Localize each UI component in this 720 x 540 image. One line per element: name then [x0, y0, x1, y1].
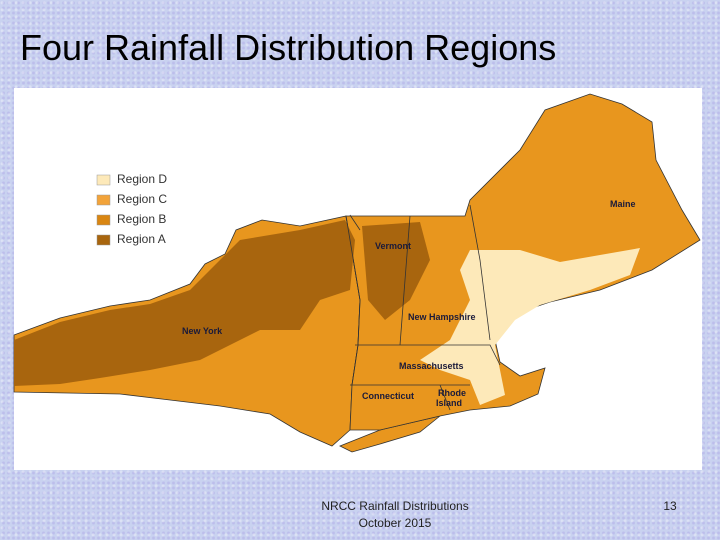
region-a-area — [14, 220, 355, 386]
legend-swatch — [96, 234, 111, 246]
state-label: Massachusetts — [399, 361, 464, 371]
legend-label: Region D — [117, 172, 167, 186]
map — [13, 93, 701, 453]
state-label: Vermont — [375, 241, 411, 251]
state-label: Rhode — [438, 388, 466, 398]
legend-swatch — [96, 174, 111, 186]
page-number: 13 — [663, 499, 677, 513]
footer-text: October 2015 — [359, 516, 432, 530]
legend-swatch — [96, 194, 111, 206]
legend-label: Region C — [117, 192, 167, 206]
region-a-area — [362, 222, 430, 320]
state-border — [345, 204, 501, 411]
legend-label: Region A — [117, 232, 166, 246]
state-label: New York — [182, 326, 223, 336]
footer-text: NRCC Rainfall Distributions — [321, 499, 468, 513]
legend: Region D Region C Region B Region A — [96, 172, 167, 246]
state-label: Maine — [610, 199, 636, 209]
state-label: Connecticut — [362, 391, 414, 401]
state-label: New Hampshire — [408, 312, 476, 322]
region-d-area — [420, 248, 640, 405]
legend-label: Region B — [117, 212, 166, 226]
legend-swatch — [96, 214, 111, 226]
slide-title: Four Rainfall Distribution Regions — [20, 27, 556, 68]
state-label: Island — [436, 398, 462, 408]
